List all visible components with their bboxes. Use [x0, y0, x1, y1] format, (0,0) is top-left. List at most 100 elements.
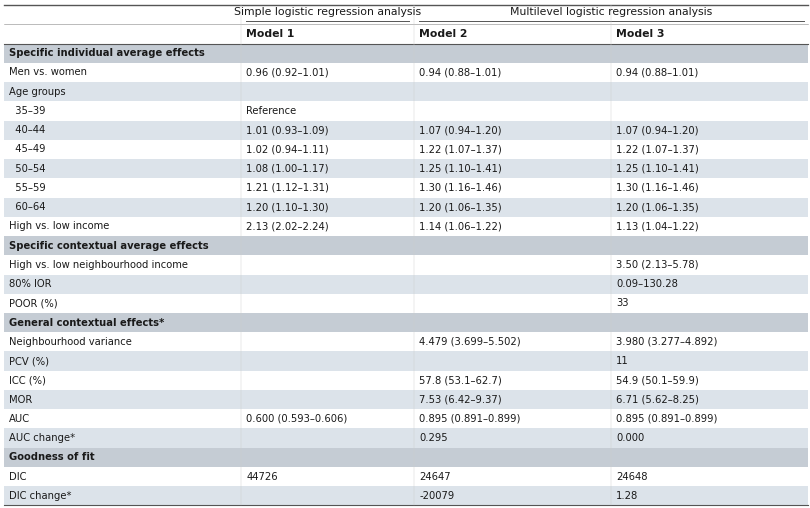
Bar [414, 371, 612, 390]
Text: Model 3: Model 3 [616, 29, 665, 39]
Text: DIC change*: DIC change* [9, 491, 71, 501]
Bar [4, 5, 241, 24]
Bar [241, 371, 414, 390]
Bar [414, 159, 612, 178]
Text: 0.895 (0.891–0.899): 0.895 (0.891–0.899) [616, 414, 718, 424]
Text: 1.01 (0.93–1.09): 1.01 (0.93–1.09) [246, 125, 329, 135]
Bar [241, 159, 414, 178]
Bar [612, 486, 808, 505]
Text: 0.895 (0.891–0.899): 0.895 (0.891–0.899) [419, 414, 521, 424]
Bar [241, 255, 414, 274]
Text: 44726: 44726 [246, 471, 278, 482]
Bar [4, 198, 241, 217]
Text: 60–64: 60–64 [9, 202, 45, 212]
Bar [414, 332, 612, 352]
Bar [612, 332, 808, 352]
Bar [241, 467, 414, 486]
Bar [612, 5, 808, 24]
Bar [241, 428, 414, 448]
Bar [241, 24, 414, 44]
Bar [4, 274, 241, 294]
Bar [414, 198, 612, 217]
Text: 1.07 (0.94–1.20): 1.07 (0.94–1.20) [616, 125, 699, 135]
Text: 2.13 (2.02–2.24): 2.13 (2.02–2.24) [246, 221, 329, 232]
Bar [414, 448, 612, 467]
Bar [612, 63, 808, 82]
Bar [241, 313, 414, 332]
Bar [612, 198, 808, 217]
Bar [414, 294, 612, 313]
Bar [4, 24, 241, 44]
Text: ICC (%): ICC (%) [9, 375, 46, 386]
Bar [414, 44, 612, 63]
Bar [241, 44, 414, 63]
Text: Model 1: Model 1 [246, 29, 295, 39]
Bar [612, 101, 808, 120]
Text: 0.94 (0.88–1.01): 0.94 (0.88–1.01) [616, 68, 698, 77]
Text: 11: 11 [616, 356, 629, 366]
Bar [4, 467, 241, 486]
Bar [4, 178, 241, 198]
Bar [4, 448, 241, 467]
Bar [241, 82, 414, 101]
Bar [4, 313, 241, 332]
Text: 4.479 (3.699–5.502): 4.479 (3.699–5.502) [419, 337, 521, 347]
Text: 45–49: 45–49 [9, 144, 45, 154]
Text: 40–44: 40–44 [9, 125, 45, 135]
Bar [612, 313, 808, 332]
Bar [4, 255, 241, 274]
Bar [612, 371, 808, 390]
Bar [414, 24, 612, 44]
Text: 1.25 (1.10–1.41): 1.25 (1.10–1.41) [419, 164, 502, 174]
Bar [612, 82, 808, 101]
Bar [4, 63, 241, 82]
Text: 0.09–130.28: 0.09–130.28 [616, 279, 678, 289]
Bar [414, 409, 612, 428]
Bar [612, 44, 808, 63]
Text: 54.9 (50.1–59.9): 54.9 (50.1–59.9) [616, 375, 699, 386]
Text: 0.000: 0.000 [616, 433, 645, 443]
Bar [241, 198, 414, 217]
Bar [414, 217, 612, 236]
Bar [241, 178, 414, 198]
Text: 0.96 (0.92–1.01): 0.96 (0.92–1.01) [246, 68, 329, 77]
Bar [4, 140, 241, 159]
Bar [4, 428, 241, 448]
Bar [241, 120, 414, 140]
Bar [241, 352, 414, 371]
Text: 1.02 (0.94–1.11): 1.02 (0.94–1.11) [246, 144, 329, 154]
Bar [414, 63, 612, 82]
Bar [414, 140, 612, 159]
Bar [612, 352, 808, 371]
Bar [241, 390, 414, 409]
Bar [612, 24, 808, 44]
Text: 24647: 24647 [419, 471, 450, 482]
Bar [4, 486, 241, 505]
Bar [414, 236, 612, 256]
Text: High vs. low neighbourhood income: High vs. low neighbourhood income [9, 260, 188, 270]
Bar [612, 274, 808, 294]
Bar [4, 44, 241, 63]
Bar [241, 409, 414, 428]
Bar [414, 428, 612, 448]
Bar [414, 486, 612, 505]
Text: 1.30 (1.16–1.46): 1.30 (1.16–1.46) [616, 183, 699, 193]
Bar [612, 294, 808, 313]
Text: 0.600 (0.593–0.606): 0.600 (0.593–0.606) [246, 414, 347, 424]
Bar [241, 5, 414, 24]
Bar [241, 294, 414, 313]
Text: 33: 33 [616, 298, 629, 308]
Text: 35–39: 35–39 [9, 106, 45, 116]
Bar [4, 409, 241, 428]
Text: 1.30 (1.16–1.46): 1.30 (1.16–1.46) [419, 183, 501, 193]
Text: 1.25 (1.10–1.41): 1.25 (1.10–1.41) [616, 164, 699, 174]
Bar [612, 159, 808, 178]
Bar [612, 409, 808, 428]
Bar [4, 159, 241, 178]
Text: 1.20 (1.10–1.30): 1.20 (1.10–1.30) [246, 202, 329, 212]
Text: AUC change*: AUC change* [9, 433, 75, 443]
Text: 1.22 (1.07–1.37): 1.22 (1.07–1.37) [419, 144, 502, 154]
Bar [4, 390, 241, 409]
Text: 1.07 (0.94–1.20): 1.07 (0.94–1.20) [419, 125, 501, 135]
Text: 57.8 (53.1–62.7): 57.8 (53.1–62.7) [419, 375, 502, 386]
